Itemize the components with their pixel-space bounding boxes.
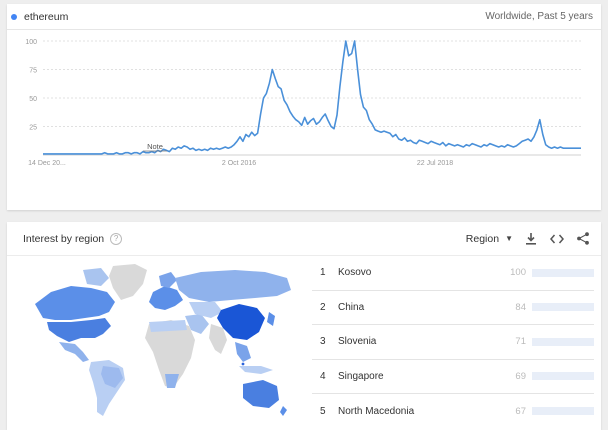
map-region-middle-east bbox=[185, 314, 209, 334]
world-map-svg bbox=[35, 264, 291, 416]
region-value: 71 bbox=[515, 336, 526, 348]
region-name[interactable]: Singapore bbox=[338, 370, 384, 382]
table-row[interactable]: 4 Singapore 69 bbox=[312, 360, 594, 394]
dropdown-caret-icon: ▼ bbox=[505, 234, 513, 243]
table-row[interactable]: 3 Slovenia 71 bbox=[312, 325, 594, 360]
interest-line-chart[interactable]: 100 75 50 25 14 Dec 20... 2 Oct 2016 22 Jul 2… bbox=[7, 31, 601, 181]
rank-number: 4 bbox=[320, 370, 326, 382]
region-value: 84 bbox=[515, 301, 526, 313]
map-region-new-zealand bbox=[280, 406, 287, 416]
x-tick-label: 22 Jul 2018 bbox=[417, 160, 453, 167]
region-bar-track bbox=[532, 407, 594, 416]
map-region-indonesia bbox=[239, 366, 273, 374]
region-value: 67 bbox=[515, 405, 526, 417]
embed-icon[interactable] bbox=[549, 231, 565, 247]
table-row[interactable]: 2 China 84 bbox=[312, 291, 594, 325]
interest-by-region-card: Interest by region ? Region ▼ bbox=[7, 222, 601, 430]
map-region-singapore bbox=[241, 362, 245, 366]
download-icon[interactable] bbox=[523, 231, 539, 247]
map-region-australia bbox=[243, 380, 279, 408]
map-region-southeast-asia bbox=[235, 342, 251, 362]
map-region-north-africa bbox=[149, 320, 187, 332]
chart-note-label[interactable]: Note bbox=[147, 142, 163, 151]
region-bar-track bbox=[532, 268, 594, 277]
map-region-russia bbox=[175, 270, 291, 302]
map-region-mexico bbox=[59, 342, 89, 362]
map-region-arctic-canada bbox=[83, 268, 109, 286]
map-region-canada bbox=[35, 286, 115, 320]
region-bar-track bbox=[532, 372, 594, 381]
region-name[interactable]: Kosovo bbox=[338, 267, 372, 279]
rank-number: 3 bbox=[320, 336, 326, 348]
x-tick-label: 2 Oct 2016 bbox=[222, 160, 256, 167]
map-region-japan bbox=[267, 312, 275, 326]
y-tick-label: 25 bbox=[29, 125, 37, 132]
map-region-africa bbox=[145, 320, 195, 388]
map-region-scandinavia bbox=[159, 272, 177, 288]
region-value: 69 bbox=[515, 370, 526, 382]
world-map[interactable] bbox=[25, 262, 295, 422]
map-region-brazil bbox=[101, 366, 123, 388]
search-term-label: ethereum bbox=[24, 10, 69, 23]
table-row[interactable]: 1 Kosovo 100 bbox=[312, 256, 594, 291]
term-color-dot bbox=[11, 13, 17, 20]
interest-over-time-card: ethereum Worldwide, Past 5 years 100 75 50… bbox=[7, 4, 601, 210]
scope-label: Worldwide, Past 5 years bbox=[485, 11, 593, 22]
region-card-title: Interest by region bbox=[23, 232, 105, 245]
rank-number: 1 bbox=[320, 267, 326, 279]
map-region-europe bbox=[149, 286, 183, 310]
y-tick-label: 75 bbox=[29, 68, 37, 75]
x-tick-label: 14 Dec 20... bbox=[28, 160, 66, 167]
map-region-india bbox=[209, 324, 227, 354]
table-row[interactable]: 5 North Macedonia 67 bbox=[312, 394, 594, 429]
region-rank-list: 1 Kosovo 100 2 China 84 3 Slovenia 71 4 … bbox=[312, 256, 594, 429]
chart-svg: 100 75 50 25 14 Dec 20... 2 Oct 2016 22 Jul 2… bbox=[25, 39, 581, 167]
map-region-china bbox=[217, 304, 265, 340]
y-tick-label: 50 bbox=[29, 96, 37, 103]
region-bar-track bbox=[532, 337, 594, 346]
series-line bbox=[43, 40, 581, 155]
share-icon[interactable] bbox=[575, 231, 591, 247]
map-region-central-asia bbox=[189, 302, 223, 318]
y-tick-label: 100 bbox=[25, 39, 37, 46]
term-bar: ethereum Worldwide, Past 5 years bbox=[7, 4, 601, 30]
rank-number: 2 bbox=[320, 301, 326, 313]
region-header: Interest by region ? Region ▼ bbox=[7, 222, 601, 256]
map-region-south-africa bbox=[165, 374, 179, 388]
map-region-greenland bbox=[109, 264, 147, 300]
map-region-usa bbox=[47, 318, 111, 342]
search-term[interactable]: ethereum bbox=[11, 11, 68, 23]
region-bar-track bbox=[532, 303, 594, 312]
rank-number: 5 bbox=[320, 405, 326, 417]
region-name[interactable]: North Macedonia bbox=[338, 405, 415, 417]
region-name[interactable]: Slovenia bbox=[338, 336, 377, 348]
help-icon[interactable]: ? bbox=[110, 232, 123, 245]
region-resolution-select[interactable]: Region ▼ bbox=[466, 233, 513, 245]
region-name[interactable]: China bbox=[338, 301, 365, 313]
region-value: 100 bbox=[510, 267, 526, 279]
region-select-label: Region bbox=[465, 232, 500, 245]
